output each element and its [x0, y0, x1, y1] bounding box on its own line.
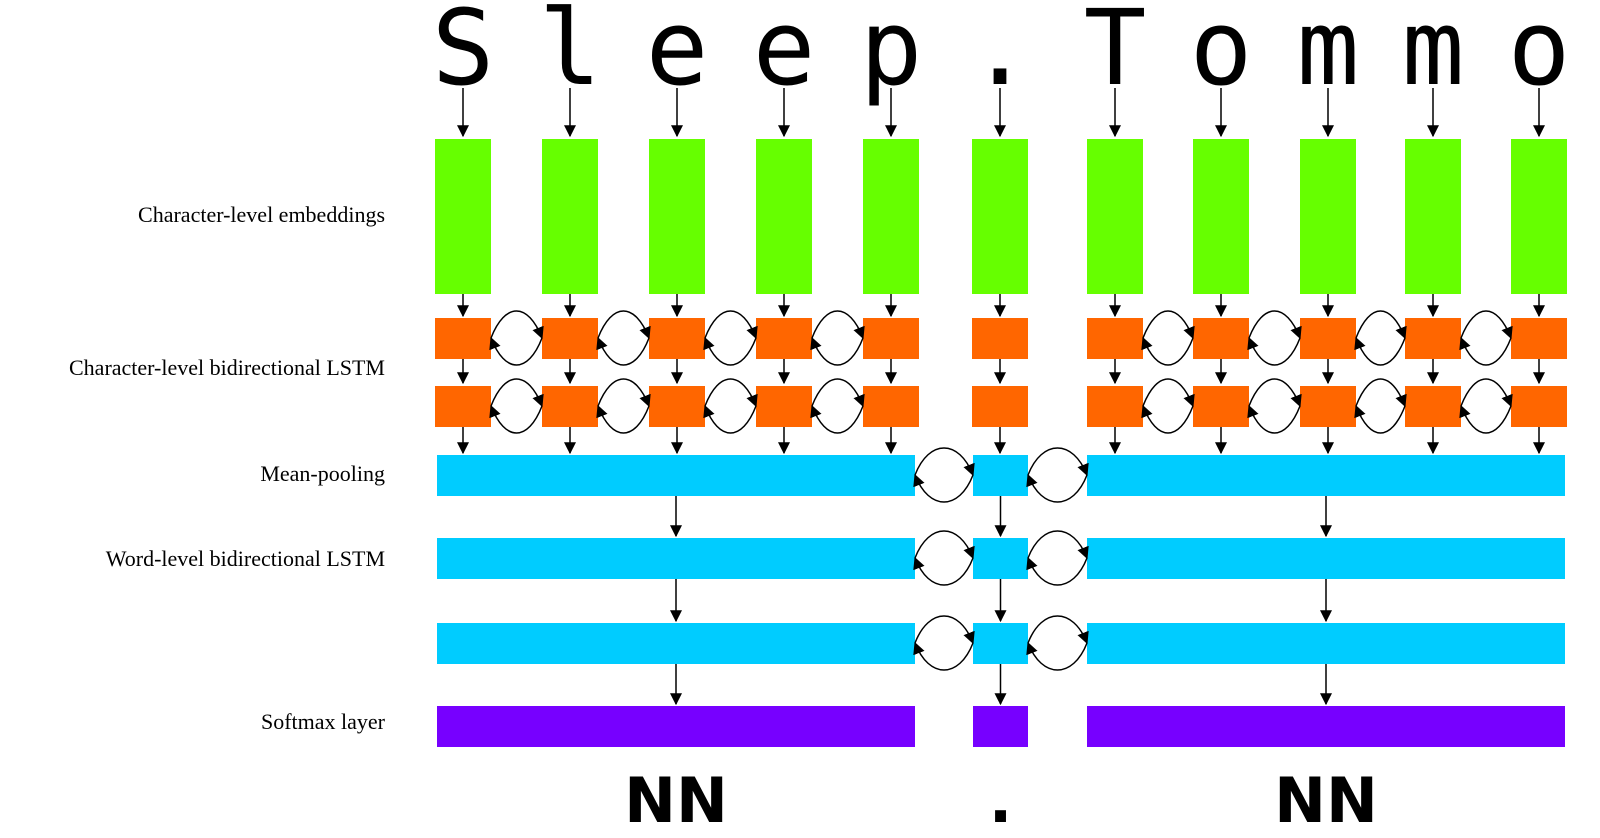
recurrent-arrow [1354, 404, 1406, 434]
word-lstm-forward [437, 538, 915, 579]
recurrent-arrow [703, 404, 757, 434]
recurrent-arrow [1460, 378, 1513, 408]
char-lstm-backward [1193, 386, 1249, 427]
recurrent-arrow [597, 378, 651, 408]
mean-pooling [1087, 455, 1565, 496]
layer-label: Mean-pooling [260, 461, 385, 486]
recurrent-arrow [810, 336, 864, 366]
char-lstm-forward [1193, 318, 1249, 359]
recurrent-arrow [1248, 310, 1302, 340]
recurrent-arrow [1354, 336, 1406, 366]
recurrent-arrow [1142, 310, 1195, 340]
recurrent-arrow [489, 336, 543, 366]
recurrent-arrow [1027, 447, 1089, 477]
recurrent-arrow [914, 615, 975, 645]
recurrent-arrow [1355, 310, 1407, 340]
recurrent-arrow [1459, 404, 1512, 434]
pos-tag: NN [624, 764, 728, 837]
recurrent-arrow [1247, 404, 1301, 434]
char-lstm-backward [756, 386, 812, 427]
char-embedding [1300, 139, 1356, 294]
recurrent-arrow [704, 310, 758, 340]
char-lstm-forward [1300, 318, 1356, 359]
word-lstm-forward [1087, 538, 1565, 579]
recurrent-arrow [1142, 378, 1195, 408]
recurrent-arrow [1026, 473, 1088, 503]
layer-label: Character-level embeddings [138, 202, 385, 227]
recurrent-arrow [1141, 336, 1194, 366]
recurrent-arrow [913, 473, 974, 503]
softmax [1087, 706, 1565, 747]
word-lstm-forward [973, 538, 1028, 579]
recurrent-arrow [1460, 310, 1513, 340]
char-lstm-forward [649, 318, 705, 359]
char-lstm-forward [972, 318, 1028, 359]
pos-tag: NN [1274, 764, 1378, 837]
softmax [437, 706, 915, 747]
layer-label: Character-level bidirectional LSTM [69, 355, 385, 380]
char-lstm-backward [972, 386, 1028, 427]
recurrent-arrow [913, 556, 974, 586]
char-embedding [649, 139, 705, 294]
layer-label: Softmax layer [261, 709, 386, 734]
char-lstm-backward [1405, 386, 1461, 427]
recurrent-arrow [596, 404, 650, 434]
recurrent-arrow [1355, 378, 1407, 408]
recurrent-arrow [703, 336, 757, 366]
char-lstm-backward [435, 386, 491, 427]
char-lstm-backward [863, 386, 919, 427]
layer-label: Word-level bidirectional LSTM [106, 546, 385, 571]
recurrent-arrow [597, 310, 651, 340]
recurrent-arrow [913, 641, 974, 671]
recurrent-arrow [1248, 378, 1302, 408]
recurrent-arrow [490, 310, 544, 340]
recurrent-arrow [1141, 404, 1194, 434]
recurrent-arrow [810, 404, 864, 434]
word-lstm-backward [1087, 623, 1565, 664]
char-embedding [1087, 139, 1143, 294]
recurrent-arrow [1247, 336, 1301, 366]
char-embedding [542, 139, 598, 294]
recurrent-arrow [811, 310, 865, 340]
recurrent-arrow [914, 530, 975, 560]
recurrent-arrow [1026, 641, 1088, 671]
char-lstm-forward [1087, 318, 1143, 359]
char-lstm-forward [435, 318, 491, 359]
char-embedding [972, 139, 1028, 294]
recurrent-arrow [1459, 336, 1512, 366]
recurrent-arrow [811, 378, 865, 408]
recurrent-arrow [704, 378, 758, 408]
recurrent-arrow [596, 336, 650, 366]
softmax [973, 706, 1028, 747]
char-lstm-forward [1405, 318, 1461, 359]
char-embedding [863, 139, 919, 294]
recurrent-arrow [489, 404, 543, 434]
char-lstm-backward [1087, 386, 1143, 427]
recurrent-arrow [1027, 615, 1089, 645]
mean-pooling [437, 455, 915, 496]
recurrent-arrow [914, 447, 975, 477]
char-lstm-backward [649, 386, 705, 427]
char-lstm-backward [1511, 386, 1567, 427]
word-lstm-backward [437, 623, 915, 664]
char-lstm-forward [756, 318, 812, 359]
recurrent-arrow [490, 378, 544, 408]
char-lstm-forward [863, 318, 919, 359]
char-lstm-forward [542, 318, 598, 359]
char-lstm-forward [1511, 318, 1567, 359]
word-lstm-backward [973, 623, 1028, 664]
char-lstm-backward [542, 386, 598, 427]
char-embedding [1193, 139, 1249, 294]
char-embedding [435, 139, 491, 294]
recurrent-arrow [1027, 530, 1089, 560]
char-lstm-backward [1300, 386, 1356, 427]
mean-pooling [973, 455, 1028, 496]
char-embedding [756, 139, 812, 294]
char-embedding [1405, 139, 1461, 294]
recurrent-arrow [1026, 556, 1088, 586]
char-embedding [1511, 139, 1567, 294]
pos-tag: . [989, 764, 1013, 837]
